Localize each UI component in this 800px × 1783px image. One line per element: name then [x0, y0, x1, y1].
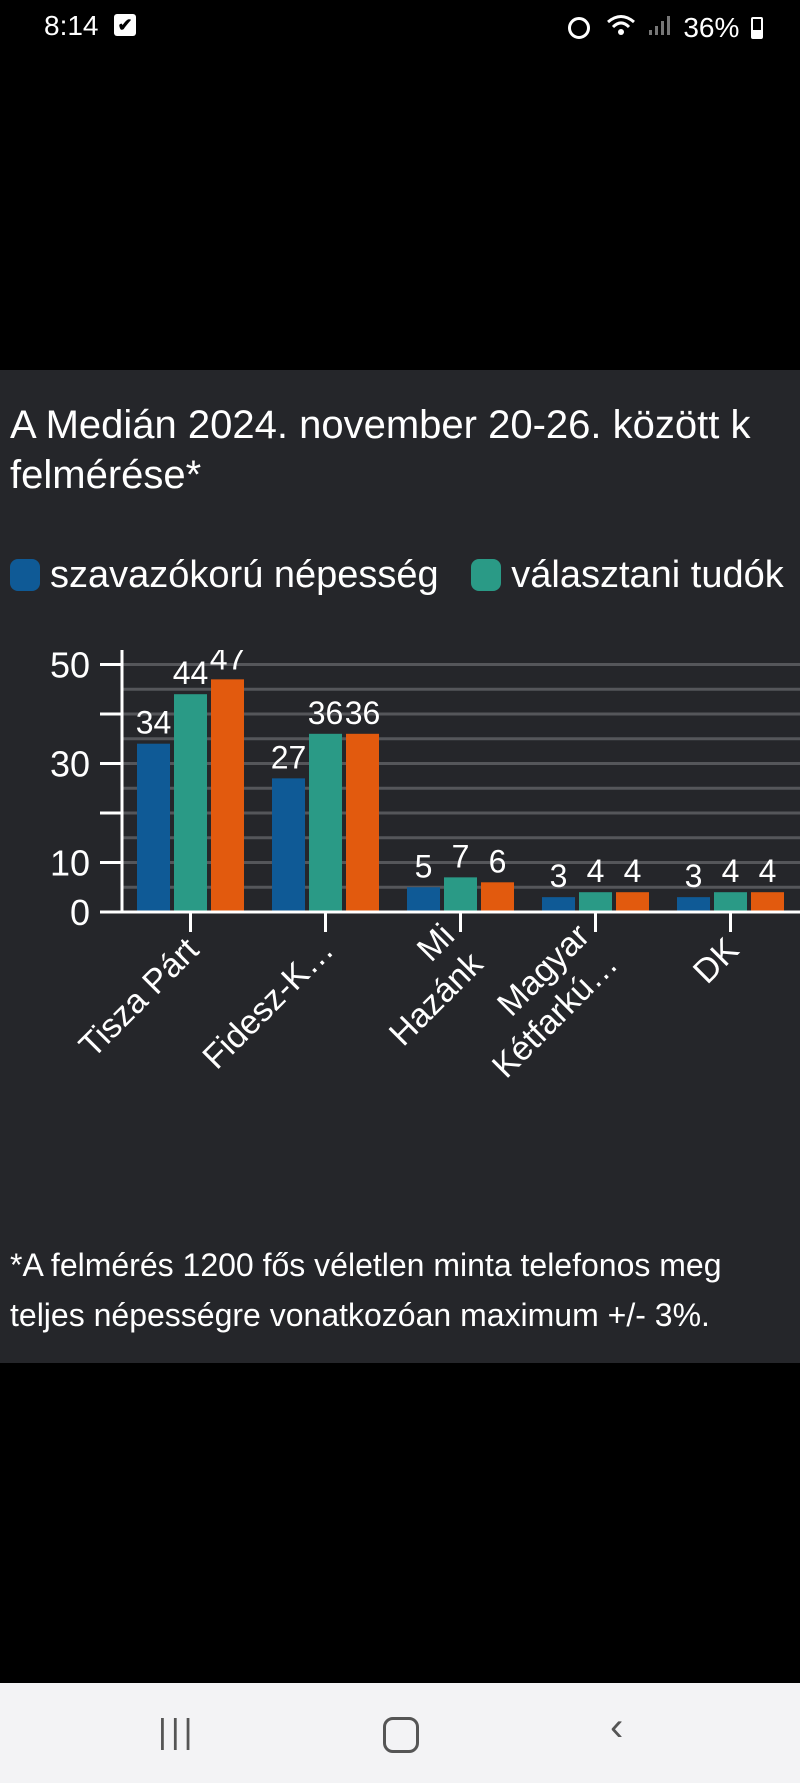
status-time: 8:14 — [44, 10, 99, 41]
data-label: 47 — [210, 650, 246, 676]
bar — [542, 897, 575, 912]
data-label: 4 — [722, 853, 740, 889]
chart-title-line1: A Medián 2024. november 20-26. között k — [10, 403, 751, 447]
status-bar: 8:14 ✔ 36% — [0, 0, 800, 52]
bar — [714, 892, 747, 912]
recents-button[interactable]: ||| — [158, 1713, 197, 1751]
bar — [751, 892, 784, 912]
y-tick-label: 50 — [50, 650, 90, 686]
y-tick-label: 0 — [70, 892, 90, 933]
data-label: 34 — [136, 705, 172, 741]
data-label: 4 — [587, 853, 605, 889]
data-label: 4 — [759, 853, 777, 889]
legend-item-series-1: választani tudók — [471, 554, 784, 597]
bar — [174, 694, 207, 912]
check-icon: ✔ — [114, 14, 136, 36]
bar — [481, 882, 514, 912]
bar — [309, 733, 342, 912]
x-tick-label: Fidesz-K… — [195, 931, 341, 1077]
bar — [407, 887, 440, 912]
x-tick-label: MiHazánk — [354, 916, 491, 1053]
footnote-line2: teljes népességre vonatkozóan maximum +/… — [10, 1297, 710, 1333]
legend-label: szavazókorú népesség — [50, 554, 439, 596]
wifi-icon — [606, 13, 636, 43]
data-label: 3 — [685, 858, 703, 894]
chart-legend: szavazókorú népesség választani tudók — [10, 554, 800, 597]
data-label: 5 — [415, 848, 433, 884]
legend-swatch — [471, 559, 502, 591]
chart-title: A Medián 2024. november 20-26. között k … — [10, 400, 800, 500]
alarm-icon — [568, 16, 590, 39]
data-label: 36 — [345, 695, 381, 731]
home-button[interactable] — [383, 1717, 419, 1753]
bar — [579, 892, 612, 912]
chart-footnote: *A felmérés 1200 fős véletlen minta tele… — [10, 1240, 800, 1340]
chart-title-line2: felmérése* — [10, 453, 202, 497]
legend-label: választani tudók — [511, 554, 784, 596]
chart-card: A Medián 2024. november 20-26. között k … — [0, 370, 800, 1363]
data-label: 4 — [624, 853, 642, 889]
data-label: 36 — [308, 695, 344, 731]
bar — [137, 743, 170, 912]
battery-percent: 36% — [683, 11, 740, 43]
battery-icon — [751, 16, 764, 39]
navigation-bar: ||| ‹ — [0, 1683, 800, 1783]
back-button[interactable]: ‹ — [610, 1705, 624, 1749]
footnote-line1: *A felmérés 1200 fős véletlen minta tele… — [10, 1247, 722, 1283]
data-label: 27 — [271, 739, 307, 775]
bar — [211, 679, 244, 912]
y-tick-label: 10 — [50, 843, 90, 884]
data-label: 44 — [173, 655, 209, 691]
bar — [272, 778, 305, 912]
x-tick-label: Tisza Párt — [72, 930, 207, 1065]
data-label: 7 — [452, 838, 470, 874]
y-tick-label: 30 — [50, 744, 90, 785]
data-label: 3 — [550, 858, 568, 894]
x-tick-label: MagyarKétfarkú… — [457, 917, 626, 1086]
legend-item-series-0: szavazókorú népesség — [10, 554, 439, 597]
x-tick-label: DK — [686, 931, 746, 991]
legend-swatch — [10, 559, 40, 591]
data-label: 6 — [489, 843, 507, 879]
bar — [616, 892, 649, 912]
signal-icon — [648, 14, 670, 41]
bar — [444, 877, 477, 912]
status-icons: 36% — [568, 10, 764, 43]
bar — [677, 897, 710, 912]
bar — [346, 733, 379, 912]
